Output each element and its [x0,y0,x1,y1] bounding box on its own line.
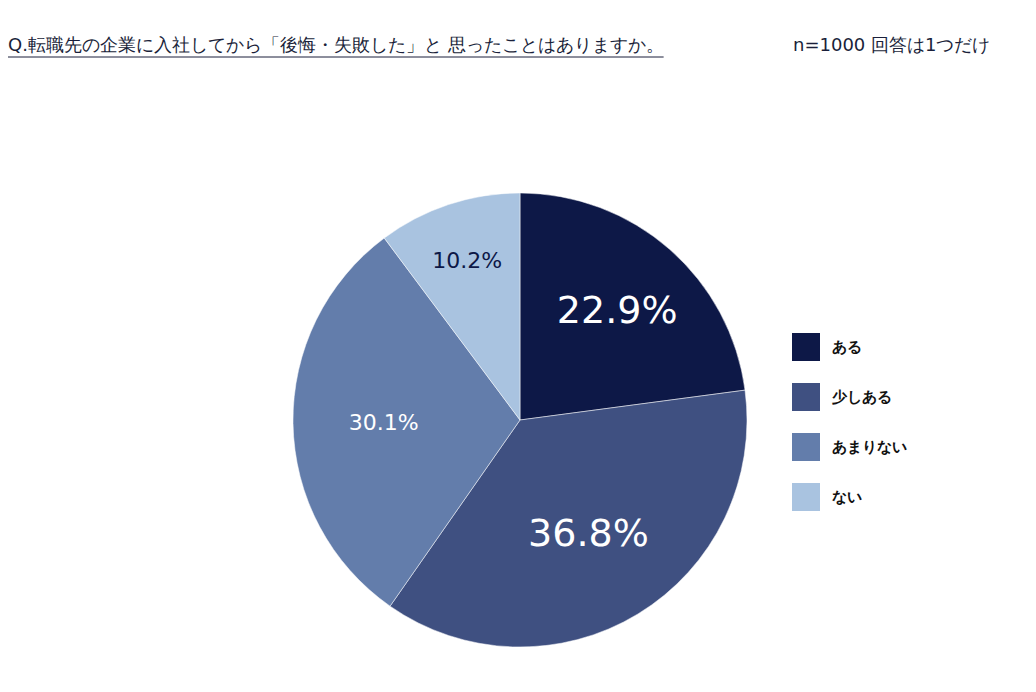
legend-label: 少しある [832,388,892,406]
subtitle: n=1000 回答は1つだけ [793,34,990,55]
pie-slice [384,193,520,420]
legend-swatch [792,333,820,361]
legend: ある少しあるあまりないない [792,333,907,511]
legend-swatch [792,433,820,461]
data-label: 36.8% [528,511,649,555]
legend-label: ある [832,338,862,356]
legend-label: あまりない [832,438,907,456]
pie [293,193,747,647]
data-labels: 22.9% 36.8% 30.1% 10.2% [349,248,678,555]
legend-label: ない [832,488,862,506]
data-label: 10.2% [432,248,502,273]
pie-slice [520,193,745,420]
data-label: 22.9% [557,288,678,332]
title: Q.転職先の企業に入社してから「後悔・失敗した」と 思ったことはありますか。 [8,34,664,55]
title-underline [8,57,664,58]
legend-swatch [792,483,820,511]
legend-swatch [792,383,820,411]
chart: Q.転職先の企業に入社してから「後悔・失敗した」と 思ったことはありますか。 n=… [0,0,1036,692]
data-label: 30.1% [349,410,419,435]
